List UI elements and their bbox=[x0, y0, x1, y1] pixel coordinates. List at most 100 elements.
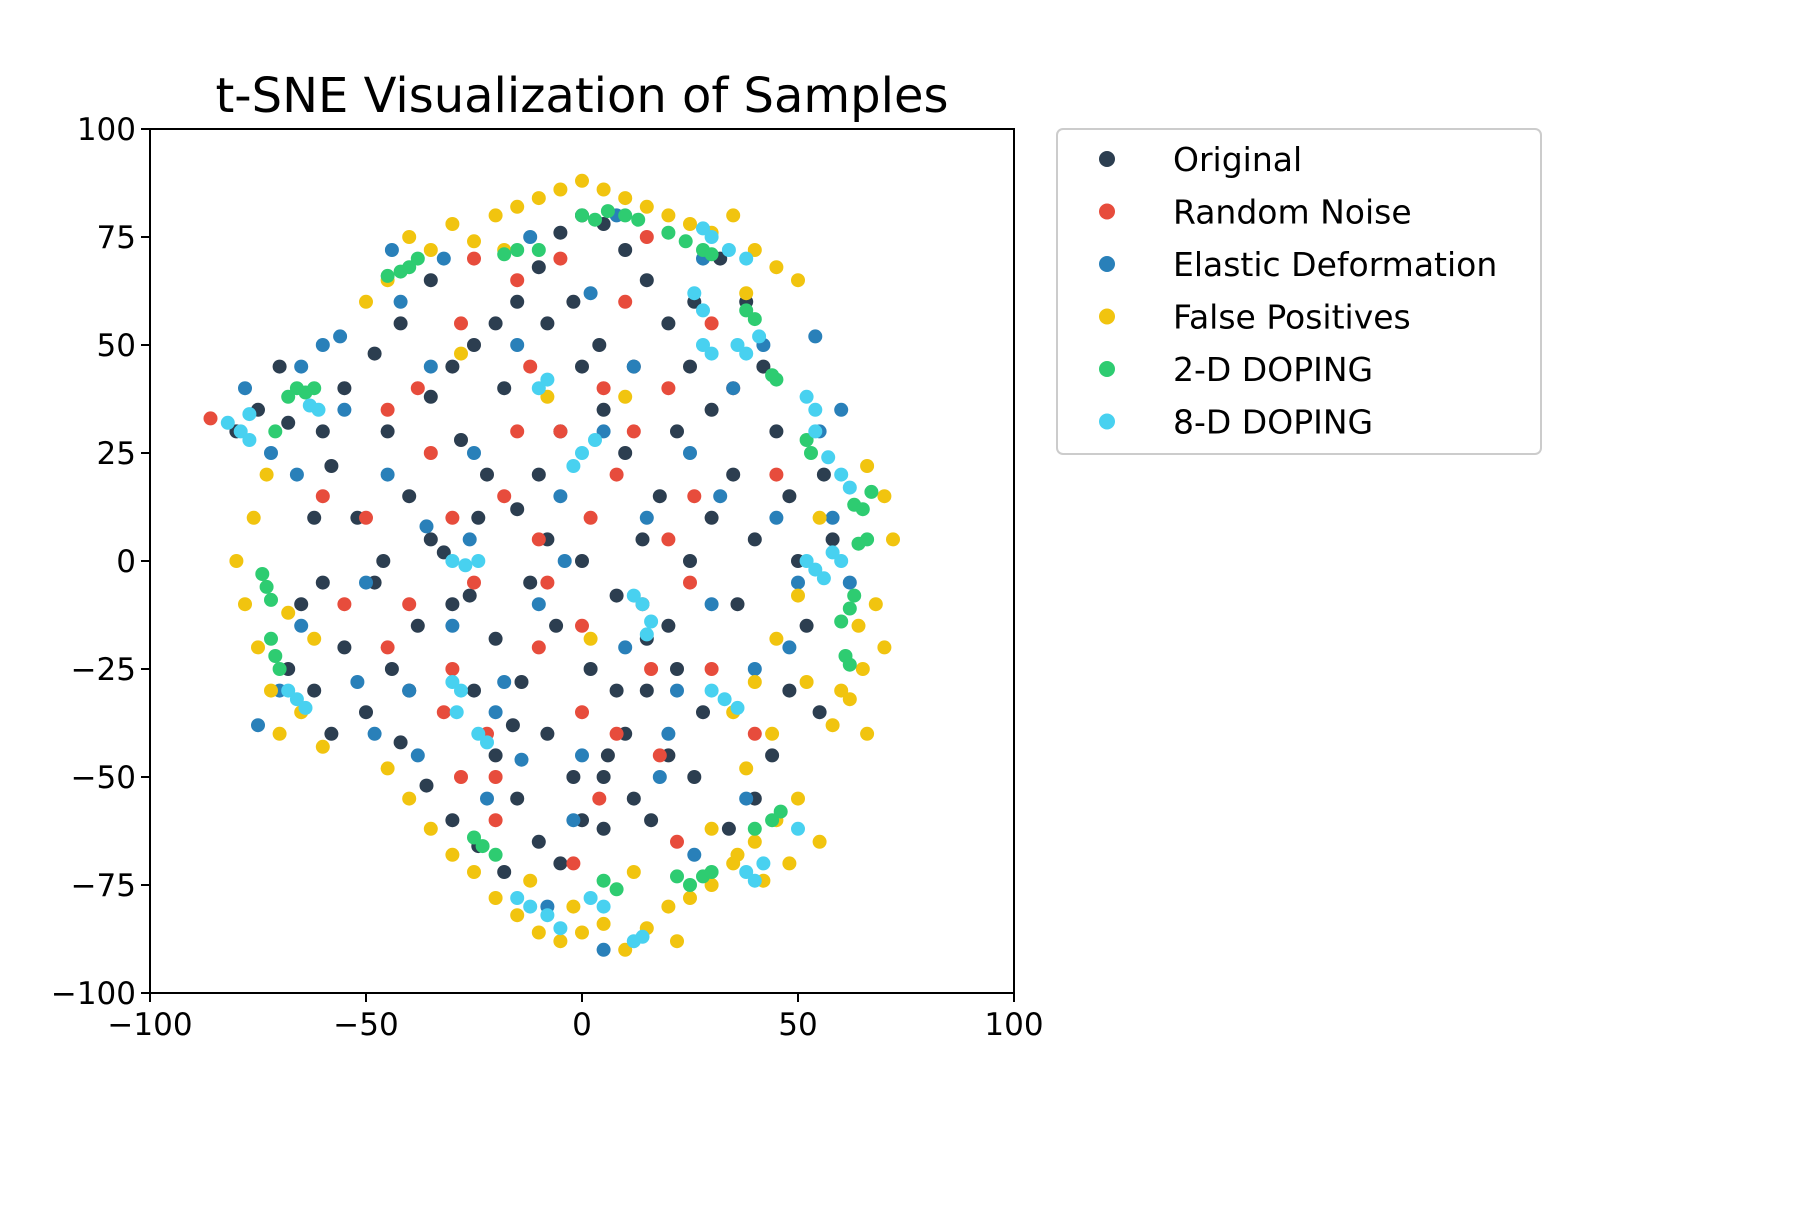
point-8-d-doping bbox=[445, 554, 460, 568]
point-elastic-deformation bbox=[350, 675, 365, 689]
point-2-d-doping bbox=[255, 567, 270, 581]
point-original bbox=[782, 489, 797, 504]
point-original bbox=[531, 260, 546, 275]
point-original bbox=[661, 316, 676, 331]
point-elastic-deformation bbox=[523, 230, 538, 244]
point-original bbox=[756, 359, 771, 374]
point-8-d-doping bbox=[721, 243, 736, 257]
point-original bbox=[454, 433, 468, 447]
point-2-d-doping bbox=[307, 381, 322, 396]
point-false-positives bbox=[575, 173, 589, 188]
point-original bbox=[635, 532, 650, 547]
point-8-d-doping bbox=[799, 554, 814, 568]
point-original bbox=[687, 770, 702, 784]
point-2-d-doping bbox=[773, 804, 788, 819]
point-random-noise bbox=[203, 411, 218, 426]
point-original bbox=[618, 243, 633, 257]
point-random-noise bbox=[687, 489, 702, 504]
point-original bbox=[575, 554, 589, 568]
point-8-d-doping bbox=[635, 929, 650, 944]
point-false-positives bbox=[661, 899, 676, 914]
point-8-d-doping bbox=[644, 614, 659, 629]
point-original bbox=[488, 316, 503, 331]
point-8-d-doping bbox=[730, 338, 745, 352]
y-tick-label: −75 bbox=[71, 868, 136, 904]
point-false-positives bbox=[683, 891, 697, 905]
point-original bbox=[380, 424, 395, 439]
point-original bbox=[281, 415, 296, 430]
point-random-noise bbox=[531, 640, 546, 655]
point-elastic-deformation bbox=[661, 726, 676, 741]
point-original bbox=[337, 640, 352, 655]
point-elastic-deformation bbox=[510, 338, 525, 352]
point-random-noise bbox=[531, 532, 546, 547]
point-8-d-doping bbox=[696, 338, 710, 352]
legend-label-2-d-doping: 2-D DOPING bbox=[1173, 350, 1373, 389]
point-random-noise bbox=[609, 726, 624, 741]
point-false-positives bbox=[791, 273, 805, 288]
point-8-d-doping bbox=[639, 627, 654, 642]
point-false-positives bbox=[402, 791, 417, 806]
point-original bbox=[721, 821, 736, 836]
point-original bbox=[726, 467, 741, 482]
point-elastic-deformation bbox=[289, 467, 304, 482]
point-2-d-doping bbox=[596, 873, 611, 888]
point-random-noise bbox=[575, 705, 589, 720]
point-false-positives bbox=[842, 692, 857, 707]
point-random-noise bbox=[510, 273, 525, 288]
point-8-d-doping bbox=[575, 446, 589, 460]
point-random-noise bbox=[661, 381, 676, 396]
point-original bbox=[272, 359, 287, 374]
point-elastic-deformation bbox=[808, 329, 823, 344]
point-2-d-doping bbox=[765, 813, 780, 828]
point-elastic-deformation bbox=[380, 467, 395, 482]
point-original bbox=[324, 726, 339, 741]
point-8-d-doping bbox=[311, 402, 326, 417]
point-original bbox=[540, 726, 555, 741]
point-8-d-doping bbox=[454, 683, 468, 698]
point-original bbox=[510, 294, 525, 309]
point-random-noise bbox=[661, 532, 676, 547]
y-tick-label: 100 bbox=[77, 112, 136, 148]
point-elastic-deformation bbox=[419, 519, 434, 534]
point-elastic-deformation bbox=[480, 791, 494, 806]
point-original bbox=[467, 683, 481, 698]
point-false-positives bbox=[704, 821, 719, 836]
point-elastic-deformation bbox=[333, 329, 348, 344]
point-8-d-doping bbox=[730, 700, 745, 715]
point-elastic-deformation bbox=[842, 575, 857, 590]
point-false-positives bbox=[739, 286, 754, 301]
point-8-d-doping bbox=[821, 450, 836, 465]
point-false-positives bbox=[799, 675, 814, 689]
point-false-positives bbox=[765, 726, 780, 741]
point-false-positives bbox=[531, 925, 546, 940]
point-2-d-doping bbox=[402, 260, 417, 275]
point-original bbox=[609, 588, 624, 603]
point-elastic-deformation bbox=[423, 359, 438, 374]
point-elastic-deformation bbox=[726, 381, 741, 396]
point-2-d-doping bbox=[268, 649, 283, 663]
point-original bbox=[480, 467, 494, 482]
point-false-positives bbox=[488, 891, 503, 905]
y-axis-ticks: 100 75 50 25 0 −25 −50 −75 −100 bbox=[51, 112, 150, 1012]
point-original bbox=[769, 424, 784, 439]
point-8-d-doping bbox=[739, 251, 754, 266]
point-false-positives bbox=[596, 182, 611, 197]
point-2-d-doping bbox=[531, 243, 546, 257]
point-original bbox=[384, 662, 399, 676]
point-original bbox=[553, 225, 568, 240]
point-false-positives bbox=[359, 294, 373, 309]
point-2-d-doping bbox=[380, 268, 395, 283]
point-original bbox=[505, 718, 520, 733]
point-8-d-doping bbox=[834, 467, 849, 482]
point-8-d-doping bbox=[696, 303, 710, 318]
point-original bbox=[367, 346, 382, 361]
point-original bbox=[497, 865, 512, 879]
point-elastic-deformation bbox=[294, 359, 309, 374]
point-8-d-doping bbox=[588, 433, 602, 447]
point-random-noise bbox=[652, 748, 667, 763]
point-8-d-doping bbox=[704, 346, 719, 361]
point-original bbox=[583, 662, 598, 676]
point-original bbox=[324, 459, 339, 473]
point-original bbox=[445, 813, 460, 828]
